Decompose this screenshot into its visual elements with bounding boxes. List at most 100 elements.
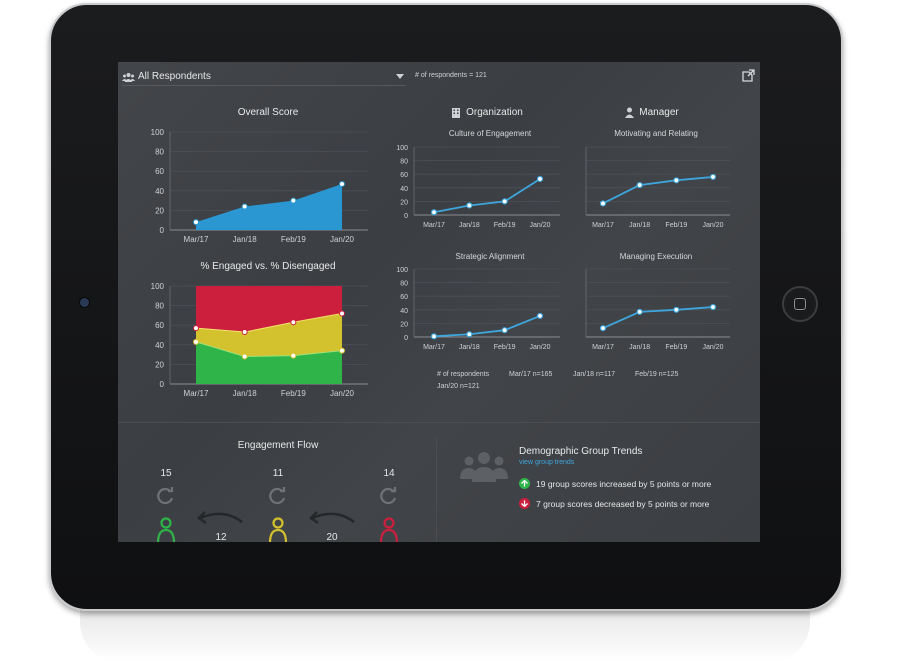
engaged-disengaged-chart: 0 20 40 60 80 100 Mar/17 Jan/18 Feb/19 Jan/20 (151, 282, 368, 398)
overall-score-title: Overall Score (237, 107, 299, 118)
camera-icon (79, 297, 90, 308)
group-icon (122, 72, 135, 82)
data-point (673, 306, 680, 313)
flow-count-engaged: 15 (160, 468, 172, 479)
y-tick-label: 60 (400, 294, 408, 301)
y-tick-label: 20 (400, 199, 408, 206)
x-tick-label: Feb/19 (494, 344, 516, 351)
data-point (339, 180, 345, 187)
decreased-text: 7 group scores decreased by 5 points or … (536, 498, 710, 509)
home-button[interactable] (782, 286, 818, 322)
export-icon[interactable] (741, 69, 755, 83)
x-tick-label: Jan/20 (702, 222, 723, 229)
data-point (709, 303, 717, 311)
arrow-down-icon (519, 498, 530, 509)
y-tick-label: 0 (160, 226, 165, 235)
respondents-legend-item: Feb/19 n=125 (635, 371, 679, 378)
respondents-legend-item: Jan/18 n=117 (573, 371, 616, 378)
refresh-icon (380, 487, 397, 505)
respondents-legend-item: Mar/17 n=165 (509, 371, 553, 378)
strategic-alignment-chart: 0 20 40 60 80 100 Mar/17 Jan/18 Feb/19 Jan/20 (396, 267, 560, 351)
x-tick-label: Feb/19 (494, 222, 516, 229)
home-square-icon (794, 298, 806, 310)
y-tick-label: 100 (396, 145, 408, 152)
data-point (241, 353, 248, 360)
x-tick-label: Jan/20 (330, 389, 355, 398)
x-tick-label: Jan/18 (629, 222, 650, 229)
x-tick-label: Mar/17 (423, 222, 445, 229)
demographic-title: Demographic Group Trends (519, 446, 643, 457)
engagement-flow-title: Engagement Flow (237, 440, 319, 451)
data-point (290, 197, 297, 204)
increased-row: 19 group scores increased by 5 points or… (519, 478, 711, 489)
building-icon (452, 108, 461, 118)
y-tick-label: 40 (400, 186, 408, 193)
data-point (636, 308, 643, 315)
flow-count-disengaged: 14 (383, 468, 395, 479)
arrow-up-icon (519, 478, 530, 489)
disengaged-person-icon (379, 517, 399, 542)
y-tick-label: 20 (400, 321, 408, 328)
x-tick-label: Jan/20 (330, 235, 355, 244)
culture-engagement-chart: 0 20 40 60 80 100 Mar/17 Jan/18 Feb/19 Jan/20 (396, 145, 560, 229)
series-line (602, 306, 714, 329)
x-tick-label: Mar/17 (592, 222, 614, 229)
x-tick-label: Mar/17 (184, 235, 209, 244)
data-point (241, 329, 248, 336)
x-tick-label: Feb/19 (665, 344, 687, 351)
respondents-legend-item: Jan/20 n=121 (437, 383, 480, 390)
motivating-title: Motivating and Relating (614, 129, 698, 138)
x-tick-label: Mar/17 (423, 344, 445, 351)
series-line (602, 176, 714, 205)
respondent-count: # of respondents = 121 (415, 72, 487, 79)
data-point (193, 219, 199, 226)
data-point (466, 331, 473, 338)
data-point (466, 202, 473, 209)
respondents-label: All Respondents (138, 71, 211, 82)
overall-score-chart: 0 20 40 60 80 100 Mar/17 Jan/18 Feb/19 Jan/20 (151, 128, 368, 244)
x-tick-label: Jan/18 (459, 222, 480, 229)
engaged-person-icon (156, 517, 176, 542)
neutral-person-icon (268, 517, 288, 542)
y-tick-label: 40 (400, 308, 408, 315)
y-tick-label: 40 (155, 341, 164, 350)
strategic-title: Strategic Alignment (455, 252, 525, 261)
x-tick-label: Mar/17 (184, 389, 209, 398)
respondents-legend-label: # of respondents (437, 371, 490, 378)
flow-arrow-icon (197, 511, 243, 525)
x-tick-label: Feb/19 (281, 235, 306, 244)
data-point (599, 200, 607, 207)
data-point (339, 310, 345, 317)
y-tick-label: 60 (400, 172, 408, 179)
data-point (501, 198, 508, 205)
view-group-trends-link[interactable]: view group trends (519, 459, 575, 466)
data-point (501, 327, 508, 334)
x-tick-label: Jan/18 (629, 344, 650, 351)
data-point (290, 352, 297, 359)
x-tick-label: Jan/20 (529, 222, 550, 229)
y-tick-label: 80 (155, 148, 164, 157)
y-tick-label: 80 (400, 159, 408, 166)
x-tick-label: Feb/19 (665, 222, 687, 229)
respondents-dropdown[interactable]: All Respondents (122, 68, 406, 86)
x-tick-label: Jan/18 (459, 344, 480, 351)
series-line (433, 315, 541, 338)
data-point (430, 333, 438, 340)
y-tick-label: 60 (155, 167, 164, 176)
y-tick-label: 100 (151, 128, 165, 137)
flow-transition-count: 20 (326, 532, 338, 542)
y-tick-label: 20 (155, 360, 164, 369)
data-point (673, 177, 680, 184)
manager-icon (625, 107, 635, 118)
execution-title: Managing Execution (619, 252, 693, 261)
data-point (241, 203, 248, 210)
flow-transition-count: 12 (215, 532, 227, 542)
data-point (430, 209, 438, 216)
y-tick-label: 100 (151, 282, 165, 291)
x-tick-label: Jan/20 (702, 344, 723, 351)
y-tick-label: 20 (155, 206, 164, 215)
series-line (433, 178, 541, 214)
manager-title: Manager (639, 107, 679, 118)
y-tick-label: 80 (155, 302, 164, 311)
refresh-icon (157, 487, 174, 505)
